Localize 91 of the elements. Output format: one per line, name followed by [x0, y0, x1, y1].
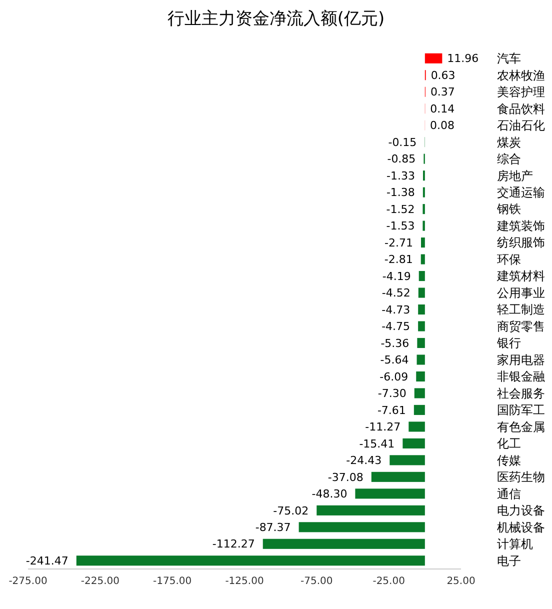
y-tick-label: 家用电器: [497, 352, 545, 367]
y-tick-label: 计算机: [497, 537, 533, 552]
data-label: -24.43: [346, 454, 382, 468]
y-tick-label: 轻工制造: [497, 302, 545, 317]
y-tick-label: 国防军工: [497, 403, 545, 418]
y-tick-label: 石油石化: [497, 118, 545, 133]
bar: [262, 538, 425, 549]
bar: [298, 522, 425, 532]
y-tick-label: 纺织服饰: [497, 236, 545, 250]
x-tick-label: -225.00: [80, 576, 120, 588]
bar: [390, 455, 425, 466]
data-label: -48.30: [312, 488, 348, 501]
y-tick-label: 建筑装饰: [496, 218, 545, 233]
x-tick-label: -175.00: [153, 576, 192, 588]
y-tick-label: 汽车: [497, 52, 521, 66]
data-label: -4.52: [382, 286, 410, 300]
bar: [421, 238, 425, 248]
data-label: -15.41: [359, 437, 395, 450]
y-tick-label: 房地产: [497, 168, 533, 183]
data-label: -0.15: [388, 136, 417, 149]
y-tick-label: 电子: [497, 554, 521, 568]
y-tick-label: 农林牧渔: [497, 68, 545, 82]
data-label: -2.71: [384, 236, 414, 250]
data-label: -4.73: [382, 303, 410, 316]
data-label: -1.38: [386, 186, 415, 200]
data-label: -1.52: [386, 202, 415, 216]
data-label: -1.53: [386, 220, 415, 233]
data-label: -241.47: [26, 554, 68, 568]
data-label: -5.64: [380, 354, 409, 367]
data-label: -75.02: [273, 504, 309, 518]
data-label: 0.37: [430, 86, 455, 99]
bar: [418, 304, 425, 315]
bar: [418, 321, 425, 332]
y-tick-label: 机械设备: [497, 520, 545, 534]
data-label: -6.09: [380, 370, 408, 384]
y-tick-label: 建筑材料: [496, 269, 545, 284]
data-label: 0.63: [430, 68, 456, 82]
y-tick-label: 有色金属: [497, 420, 545, 434]
bar: [408, 422, 425, 432]
bar: [418, 288, 425, 298]
bar: [418, 270, 425, 282]
data-label: -2.81: [384, 253, 413, 266]
data-label: -1.33: [386, 169, 415, 182]
y-tick-label: 电力设备: [497, 504, 545, 518]
x-tick-label: -125.00: [225, 576, 264, 588]
y-tick-label: 环保: [497, 252, 521, 266]
data-label: 0.08: [430, 119, 455, 132]
y-tick-label: 非银金融: [497, 370, 545, 384]
x-tick-label: -275.00: [8, 576, 48, 588]
y-tick-label: 食品饮料: [497, 102, 545, 116]
data-label: -4.75: [382, 320, 410, 334]
y-tick-label: 商贸零售: [497, 319, 545, 334]
x-tick-label: -75.00: [300, 576, 333, 588]
y-tick-label: 医药生物: [497, 470, 545, 484]
data-label: -0.85: [387, 152, 416, 166]
data-label: 0.14: [430, 102, 455, 116]
bar: [417, 338, 425, 348]
data-label: -4.19: [382, 270, 411, 283]
bar: [402, 438, 425, 448]
bar: [416, 371, 425, 382]
data-label: -7.61: [377, 404, 406, 417]
y-tick-label: 综合: [497, 152, 521, 166]
y-tick-label: 交通运输: [497, 186, 545, 200]
y-tick-label: 公用事业: [497, 286, 545, 300]
data-label: -87.37: [255, 520, 291, 534]
data-label: -37.08: [328, 470, 364, 484]
chart-title: 行业主力资金净流入额(亿元): [167, 9, 385, 29]
bar: [414, 404, 425, 415]
y-tick-label: 钢铁: [496, 202, 521, 216]
y-tick-label: 传媒: [497, 453, 521, 468]
bar: [420, 254, 425, 264]
bar: [355, 488, 425, 499]
bar: [416, 354, 425, 365]
y-tick-label: 化工: [497, 436, 521, 451]
data-label: -112.27: [212, 538, 255, 551]
bar: [76, 556, 425, 566]
data-label: -7.30: [378, 387, 406, 400]
y-tick-label: 美容护理: [497, 85, 545, 100]
bar: [424, 53, 442, 64]
data-label: 11.96: [447, 52, 479, 66]
y-tick-label: 社会服务: [497, 386, 545, 400]
x-tick-label: -25.00: [372, 576, 405, 588]
data-label: -11.27: [365, 420, 401, 434]
data-label: -5.36: [380, 336, 410, 350]
y-tick-label: 银行: [496, 336, 521, 350]
bar: [371, 472, 425, 482]
bar: [414, 388, 425, 398]
x-tick-label: 25.00: [446, 576, 476, 588]
bar: [316, 505, 425, 516]
y-tick-label: 煤炭: [497, 135, 521, 150]
y-tick-label: 通信: [497, 486, 521, 501]
